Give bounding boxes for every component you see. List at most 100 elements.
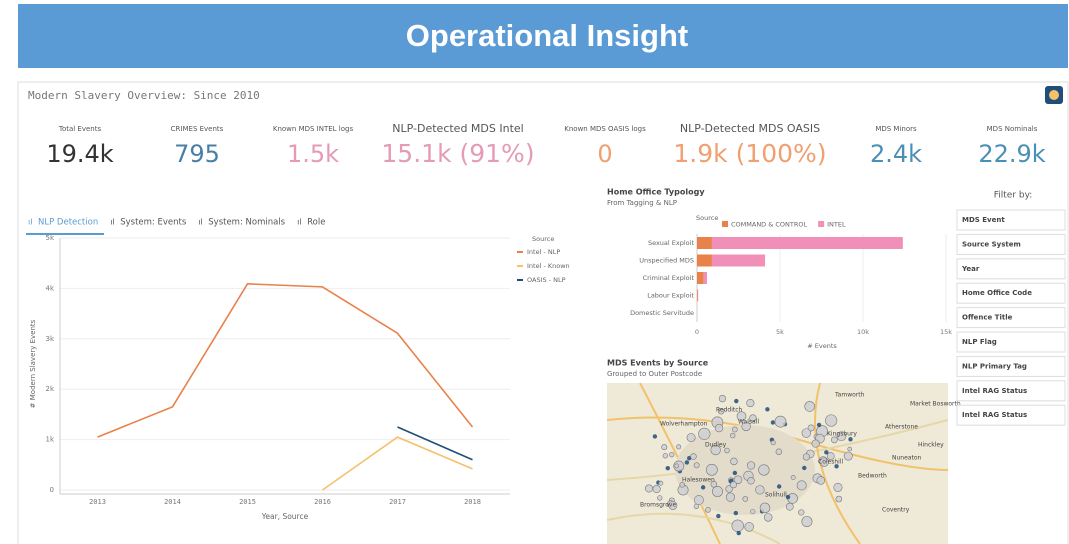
map-place-label: Hinckley [918,442,944,449]
map-dot [765,407,770,412]
map-dot [744,522,754,532]
map-dot [693,462,700,469]
tab[interactable]: ıl System: Nominals [198,218,285,228]
legend-swatch [722,221,728,227]
map-dot [830,436,838,444]
kpi-label: MDS Minors [875,125,917,133]
filter-box[interactable] [956,307,1066,329]
map-dot [725,492,735,502]
filter-title: Filter by: [994,191,1033,201]
kpi-label: NLP-Detected MDS OASIS [680,122,820,135]
map-dot [798,509,805,516]
dashboard-title: Modern Slavery Overview: Since 2010 [28,89,260,102]
filter-label[interactable]: NLP Primary Tag [962,362,1027,370]
tab[interactable]: ıl Role [297,218,325,228]
y-tick-label: 2k [45,385,54,393]
map-place-label: Atherstone [885,424,918,431]
map-dot [700,485,706,490]
map-place-label: Solihull [765,492,787,499]
banner-title: Operational Insight [406,18,688,53]
map-dot [729,481,737,489]
filter-button[interactable]: Home Office Code [956,282,1066,304]
map-place-label: Coleshill [818,459,843,466]
map-dot [770,420,776,425]
x-tick-label: 2013 [89,498,106,506]
filter-label[interactable]: Year [961,265,980,273]
legend-label: COMMAND & CONTROL [731,221,808,229]
map-dot [835,495,843,503]
bar-segment [697,289,698,302]
map-dot [804,401,816,412]
map-dot [710,481,718,488]
filter-button[interactable]: NLP Flag [956,331,1066,353]
map-dot [776,484,782,489]
filter-box[interactable] [956,355,1066,377]
tab[interactable]: ıl NLP Detection [28,218,98,228]
kpi-label: Known MDS INTEL logs [273,125,354,133]
filter-label[interactable]: Intel RAG Status [962,387,1027,395]
map-place-label: Bromsgrove [640,502,676,509]
kpi-value: 795 [174,140,220,168]
filter-box[interactable] [956,233,1066,255]
y-tick-label: 3k [45,335,54,343]
filter-button[interactable]: Offence Title [956,307,1066,329]
map-dot [662,453,668,459]
tab-label[interactable]: System: Events [120,218,187,228]
map-dot [645,484,653,493]
map-dot [847,446,853,452]
kpi-value: 1.5k [287,140,339,168]
bar-segment [711,237,903,249]
legend-label: OASIS - NLP [527,276,566,284]
kpi-value: 2.4k [870,140,922,168]
legend-label: Intel - Known [527,262,570,270]
map-dot [714,423,724,433]
filter-button[interactable]: Intel RAG Status [956,404,1066,426]
tab-label[interactable]: Role [307,218,325,228]
filter-box[interactable] [956,380,1066,402]
tab[interactable]: ıl System: Events [110,218,187,228]
map-place-label: Halesowen [682,477,715,484]
map-place-label: Bedworth [858,473,887,480]
filter-label[interactable]: Home Office Code [962,289,1032,297]
map-dot [742,496,749,502]
filter-label[interactable]: Source System [962,240,1021,248]
map-dot [718,394,727,403]
filter-box[interactable] [956,282,1066,304]
tab-label[interactable]: System: Nominals [208,218,285,228]
filter-button[interactable]: Intel RAG Status [956,380,1066,402]
map-dot [741,421,751,432]
map-dot [796,480,807,491]
filter-button[interactable]: MDS Event [956,209,1066,231]
map-dot [686,433,696,443]
kpi-label: Known MDS OASIS logs [564,125,646,133]
map-dot [729,432,736,439]
map-dot [811,439,820,448]
map-dot [732,470,738,476]
filter-box[interactable] [956,331,1066,353]
map-dot [746,461,756,470]
y-tick-label: Unspecified MDS [639,257,694,265]
map-dot [690,453,697,460]
filter-box[interactable] [956,209,1066,231]
filter-box[interactable] [956,404,1066,426]
map-dot [819,457,829,467]
tab-label[interactable]: NLP Detection [38,218,98,228]
legend-title: Source [696,214,718,222]
filter-label[interactable]: Offence Title [962,314,1013,322]
line-series [97,283,474,438]
filter-label[interactable]: Intel RAG Status [962,411,1027,419]
filter-button[interactable]: NLP Primary Tag [956,355,1066,377]
map-dot [801,428,812,438]
filter-label[interactable]: MDS Event [962,216,1005,224]
map-dot [826,452,835,460]
tab-icon: ıl [110,218,114,227]
map-dot [724,447,730,454]
map-place-label: Redditch [716,407,743,414]
x-tick-label: 0 [695,328,699,336]
map-dot [746,399,755,408]
filter-label[interactable]: NLP Flag [962,338,997,346]
map-dot [733,475,743,485]
filter-box[interactable] [956,258,1066,280]
filter-button[interactable]: Year [956,258,1066,280]
filter-button[interactable]: Source System [956,233,1066,255]
